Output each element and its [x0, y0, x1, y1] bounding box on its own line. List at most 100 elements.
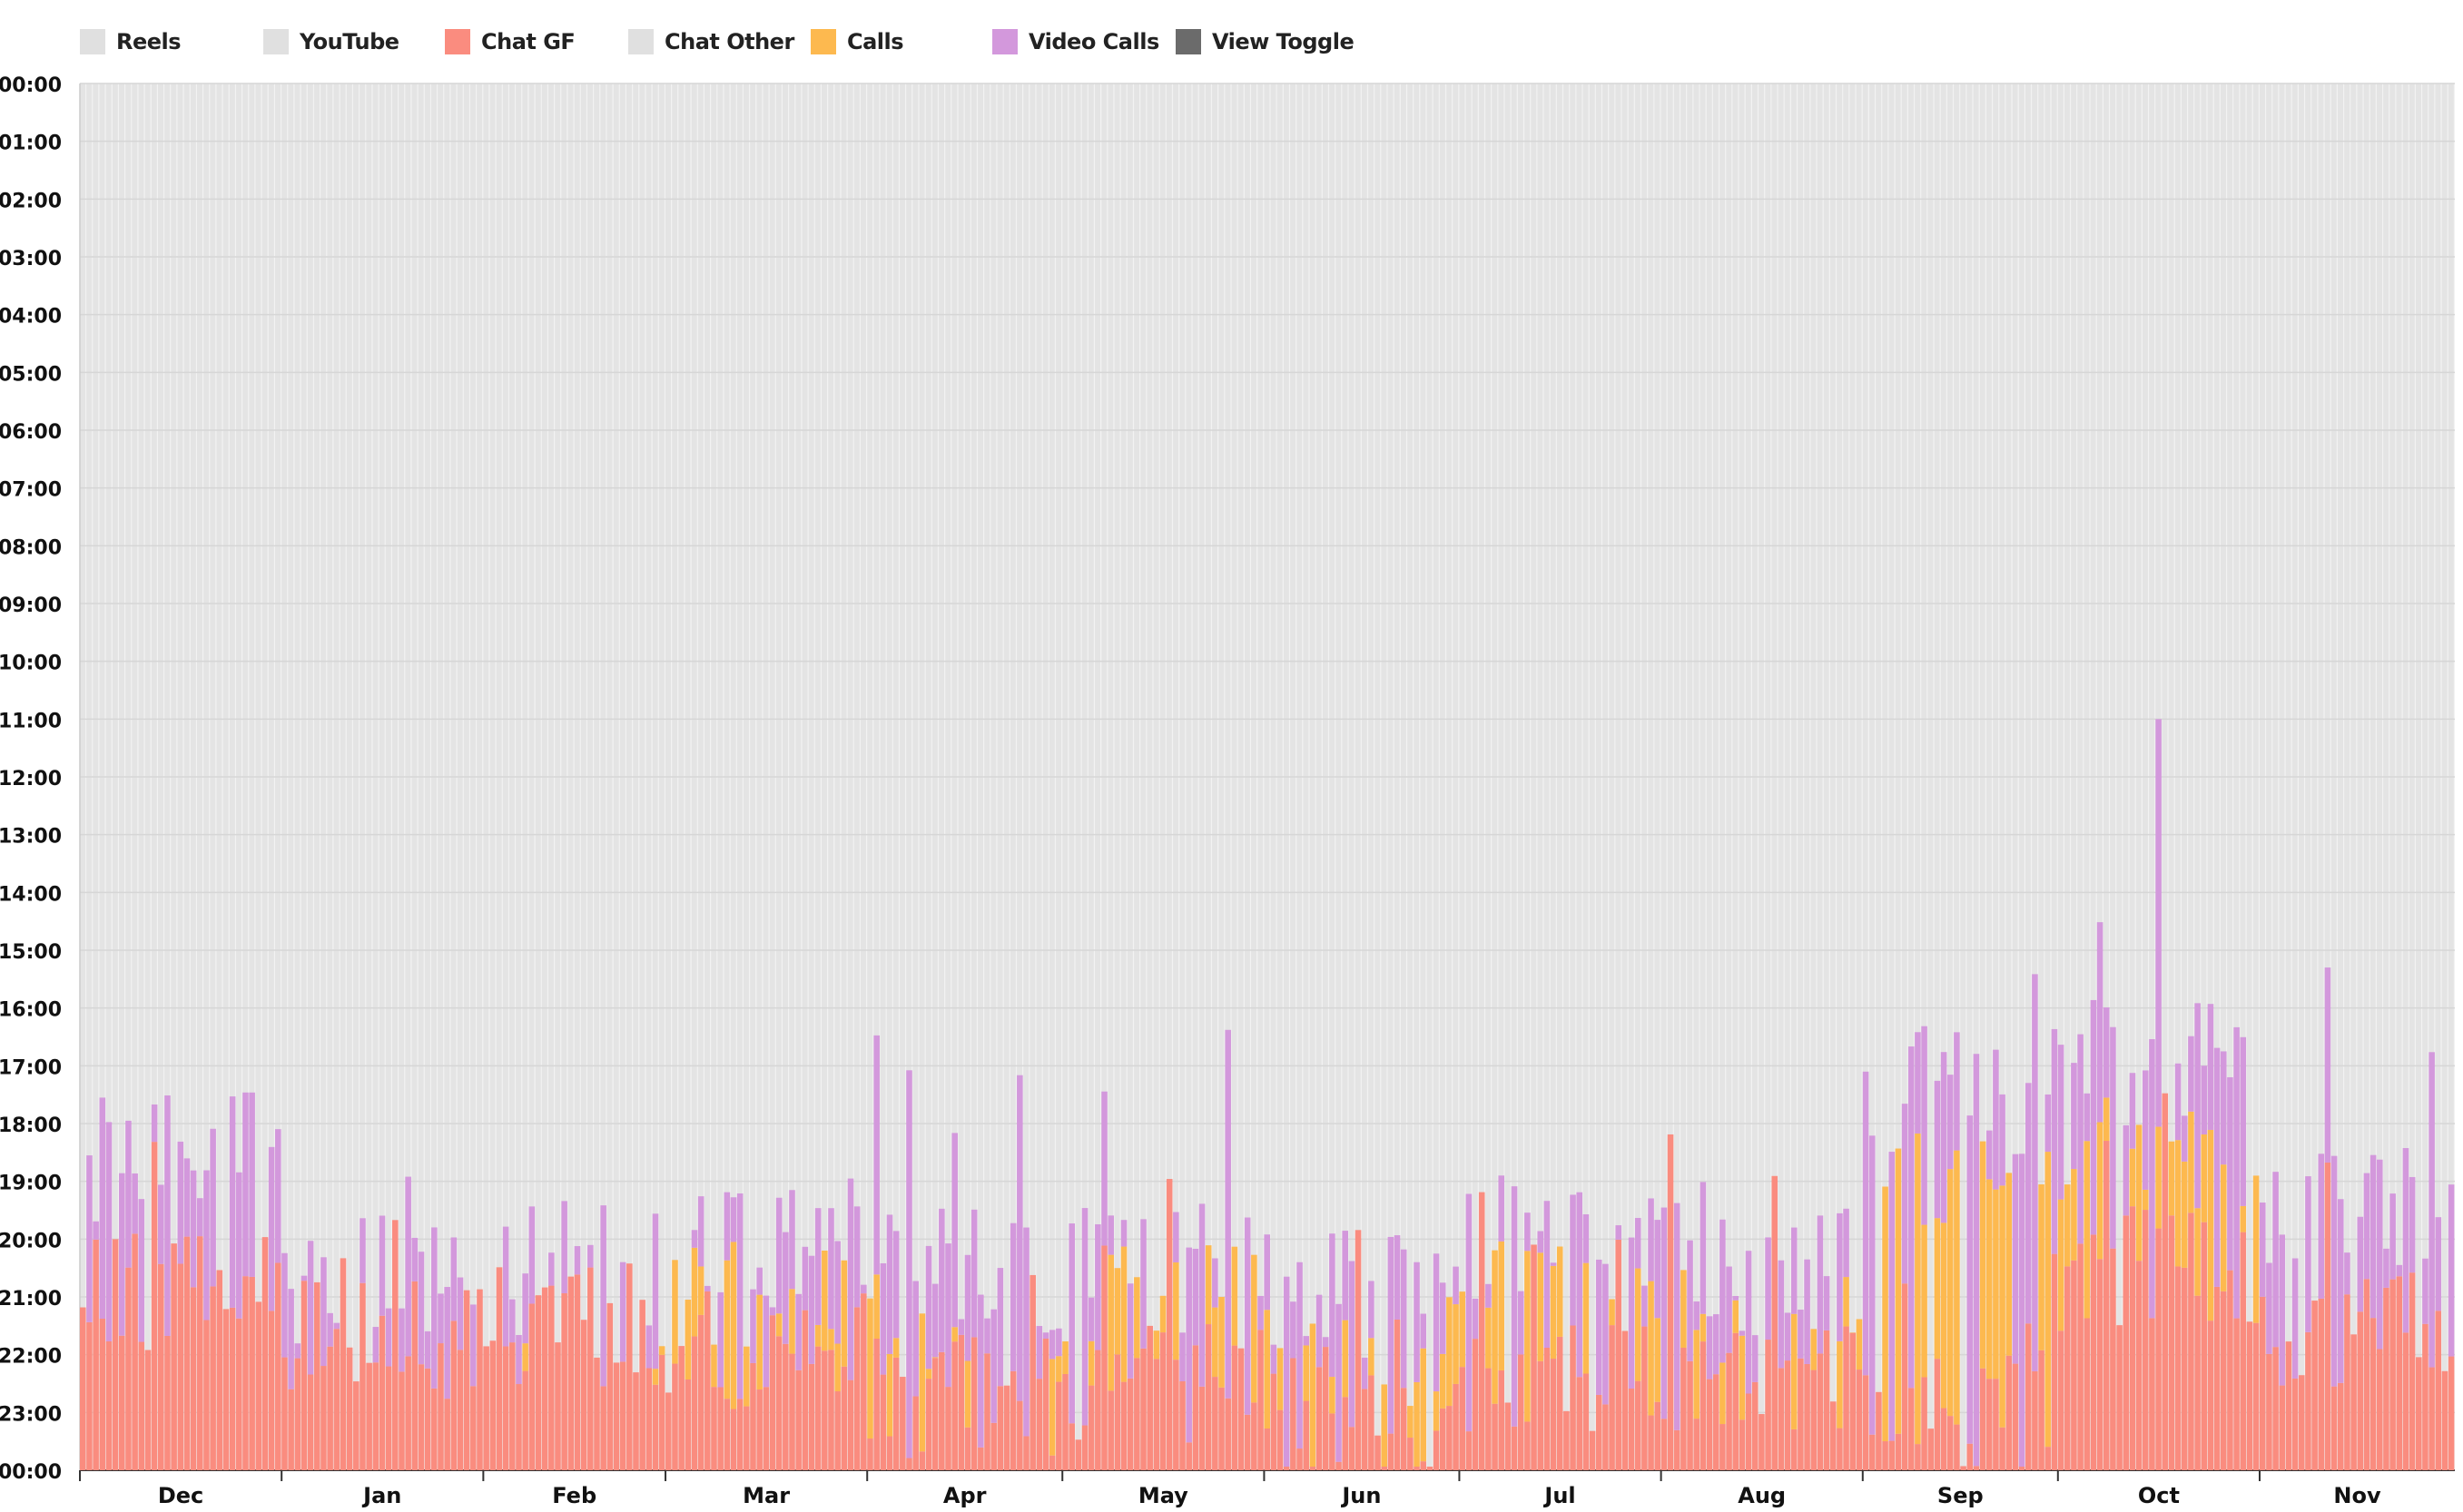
bar-calls: [1114, 1268, 1121, 1355]
bar-chat-gf: [958, 1334, 965, 1470]
bar-chat-gf: [1778, 1368, 1785, 1470]
legend-swatch: [811, 29, 836, 54]
bar-chat-gf: [307, 1374, 314, 1470]
bar-calls: [1485, 1307, 1492, 1369]
bar-calls: [1634, 1268, 1641, 1381]
bar-video-calls: [1934, 1080, 1941, 1219]
bar-video-calls: [2429, 1052, 2435, 1368]
bar-video-calls: [1915, 1032, 1921, 1134]
bar-chat-gf: [1173, 1360, 1179, 1470]
bar-calls: [685, 1300, 692, 1379]
bar-chat-gf: [2259, 1296, 2266, 1470]
bar-video-calls: [1687, 1240, 1693, 1361]
bar-chat-gf: [1888, 1440, 1896, 1470]
bar-chat-gf: [997, 1386, 1004, 1470]
bar-video-calls: [783, 1232, 789, 1344]
bar-video-calls: [86, 1155, 93, 1322]
bar-calls: [1934, 1218, 1941, 1360]
legend-item-reels[interactable]: Reels: [80, 27, 182, 56]
bar-video-calls: [1186, 1247, 1192, 1443]
bar-video-calls: [1042, 1332, 1049, 1339]
bar-video-calls: [990, 1309, 997, 1423]
bar-chat-gf: [1303, 1400, 1309, 1470]
legend-item-chat-gf[interactable]: Chat GF: [445, 27, 576, 56]
bar-calls: [1680, 1270, 1687, 1348]
bar-calls: [1329, 1377, 1335, 1414]
bar-calls: [2103, 1097, 2110, 1142]
bar-chat-gf: [2129, 1206, 2136, 1470]
legend-item-calls[interactable]: Calls: [811, 27, 904, 56]
bar-chat-gf: [2350, 1334, 2357, 1470]
bar-calls: [1895, 1148, 1902, 1434]
bar-chat-gf: [2051, 1253, 2058, 1470]
bar-chat-gf: [2077, 1243, 2084, 1470]
bar-calls: [1790, 1313, 1798, 1429]
bar-chat-gf: [1459, 1367, 1465, 1470]
bar-chat-gf: [385, 1366, 392, 1470]
bar-chat-gf: [1615, 1239, 1622, 1470]
bar-video-calls: [438, 1293, 444, 1344]
bar-chat-gf: [951, 1341, 958, 1470]
bar-calls: [1446, 1297, 1453, 1407]
bar-calls: [744, 1346, 750, 1407]
bar-chat-gf: [340, 1258, 347, 1470]
bar-chat-gf: [697, 1314, 704, 1470]
bar-chat-gf: [1954, 1424, 1960, 1470]
bar-video-calls: [320, 1257, 327, 1367]
bar-chat-gf: [438, 1343, 444, 1470]
bar-video-calls: [1706, 1316, 1713, 1379]
bar-video-calls: [697, 1196, 704, 1267]
bar-video-calls: [2194, 1003, 2201, 1209]
bar-video-calls: [236, 1172, 242, 1319]
bar-video-calls: [2272, 1172, 2279, 1348]
legend-item-view-toggle[interactable]: View Toggle: [1176, 27, 1355, 56]
bar-calls: [1407, 1406, 1414, 1438]
bar-chat-gf: [1934, 1359, 1941, 1470]
bar-chat-gf: [522, 1370, 528, 1470]
bar-video-calls: [1940, 1052, 1947, 1223]
bar-chat-gf: [1862, 1375, 1869, 1470]
y-tick-label: 17:00: [0, 1056, 62, 1079]
bar-video-calls: [1225, 1029, 1231, 1399]
bar-chat-gf: [477, 1289, 483, 1470]
bar-chat-gf: [1960, 1466, 1966, 1470]
bar-chat-gf: [2383, 1287, 2389, 1470]
bar-chat-gf: [1589, 1430, 1596, 1470]
bar-chat-gf: [2396, 1276, 2403, 1470]
bar-chat-gf: [1127, 1378, 1134, 1470]
bar-video-calls: [763, 1295, 770, 1388]
bar-chat-gf: [691, 1336, 698, 1470]
bar-video-calls: [789, 1190, 795, 1290]
bar-chat-gf: [2441, 1370, 2448, 1470]
bar-chat-gf: [2194, 1295, 2201, 1470]
bar-chat-gf: [1550, 1359, 1557, 1470]
bar-chat-gf: [1205, 1324, 1212, 1470]
bar-chat-gf: [1641, 1326, 1648, 1470]
legend-item-youtube[interactable]: YouTube: [263, 27, 399, 56]
bar-chat-gf: [1751, 1381, 1759, 1470]
bar-chat-gf: [639, 1300, 645, 1470]
legend-item-chat-other[interactable]: Chat Other: [628, 27, 794, 56]
y-tick-label: 01:00: [0, 133, 62, 155]
bar-video-calls: [1660, 1207, 1668, 1419]
bar-video-calls: [2149, 1038, 2155, 1319]
bar-chat-gf: [906, 1458, 912, 1470]
bar-video-calls: [736, 1193, 744, 1399]
bar-chat-gf: [2032, 1370, 2038, 1470]
bar-chat-gf: [2363, 1279, 2370, 1470]
bar-video-calls: [516, 1334, 522, 1385]
bar-chat-gf: [93, 1239, 99, 1470]
bar-video-calls: [561, 1201, 567, 1294]
bar-video-calls: [997, 1268, 1004, 1387]
bar-video-calls: [360, 1218, 366, 1283]
bar-chat-gf: [333, 1329, 340, 1470]
bar-chat-gf: [80, 1307, 86, 1470]
legend-item-video-calls[interactable]: Video Calls: [992, 27, 1159, 56]
bar-chat-gf: [2135, 1261, 2143, 1470]
bar-chat-gf: [711, 1387, 717, 1470]
bar-chat-gf: [1374, 1435, 1381, 1470]
y-tick-label: 03:00: [0, 248, 62, 270]
bar-calls: [1062, 1340, 1069, 1374]
bar-calls: [2174, 1140, 2182, 1267]
bar-video-calls: [2110, 1026, 2116, 1249]
